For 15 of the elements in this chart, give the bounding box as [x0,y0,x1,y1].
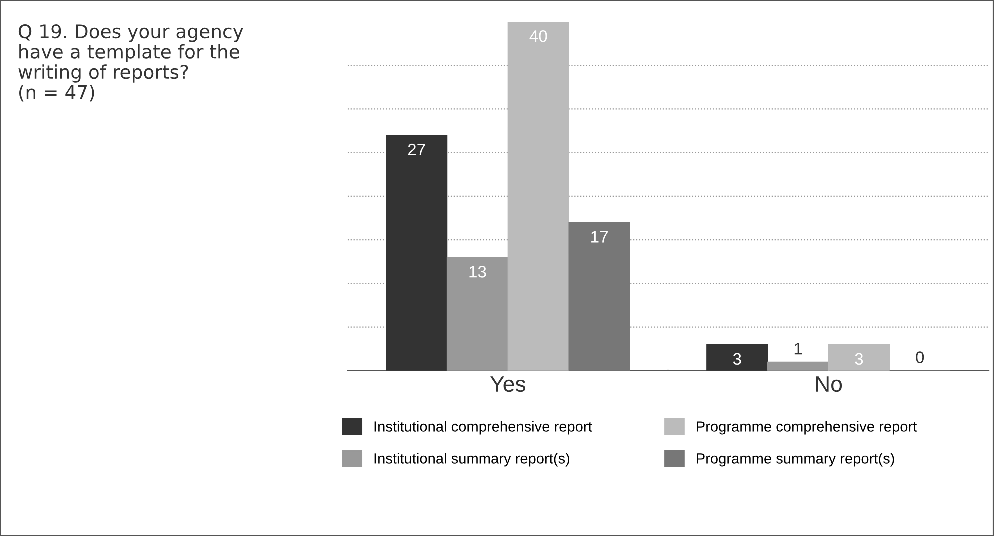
legend-label: Programme comprehensive report [697,421,918,435]
x-tick-label: No [816,376,842,392]
data-label: 1 [794,343,802,355]
data-label: 40 [530,30,548,42]
data-label: 0 [916,352,924,364]
text: Q 19. Does your agency have a template for the writing of reports? (n = 47) [18,24,244,102]
data-label: 27 [408,144,426,156]
data-label: 17 [592,231,608,243]
legend-label: Institutional summary report(s) [374,453,570,467]
data-label: 13 [470,266,486,278]
legend-label: Programme summary report(s) [697,453,894,467]
x-tick-label: Yes [490,376,526,392]
data-label: 3 [855,353,864,366]
legend-label: Institutional comprehensive report [374,421,592,435]
data-label: 3 [733,353,742,366]
